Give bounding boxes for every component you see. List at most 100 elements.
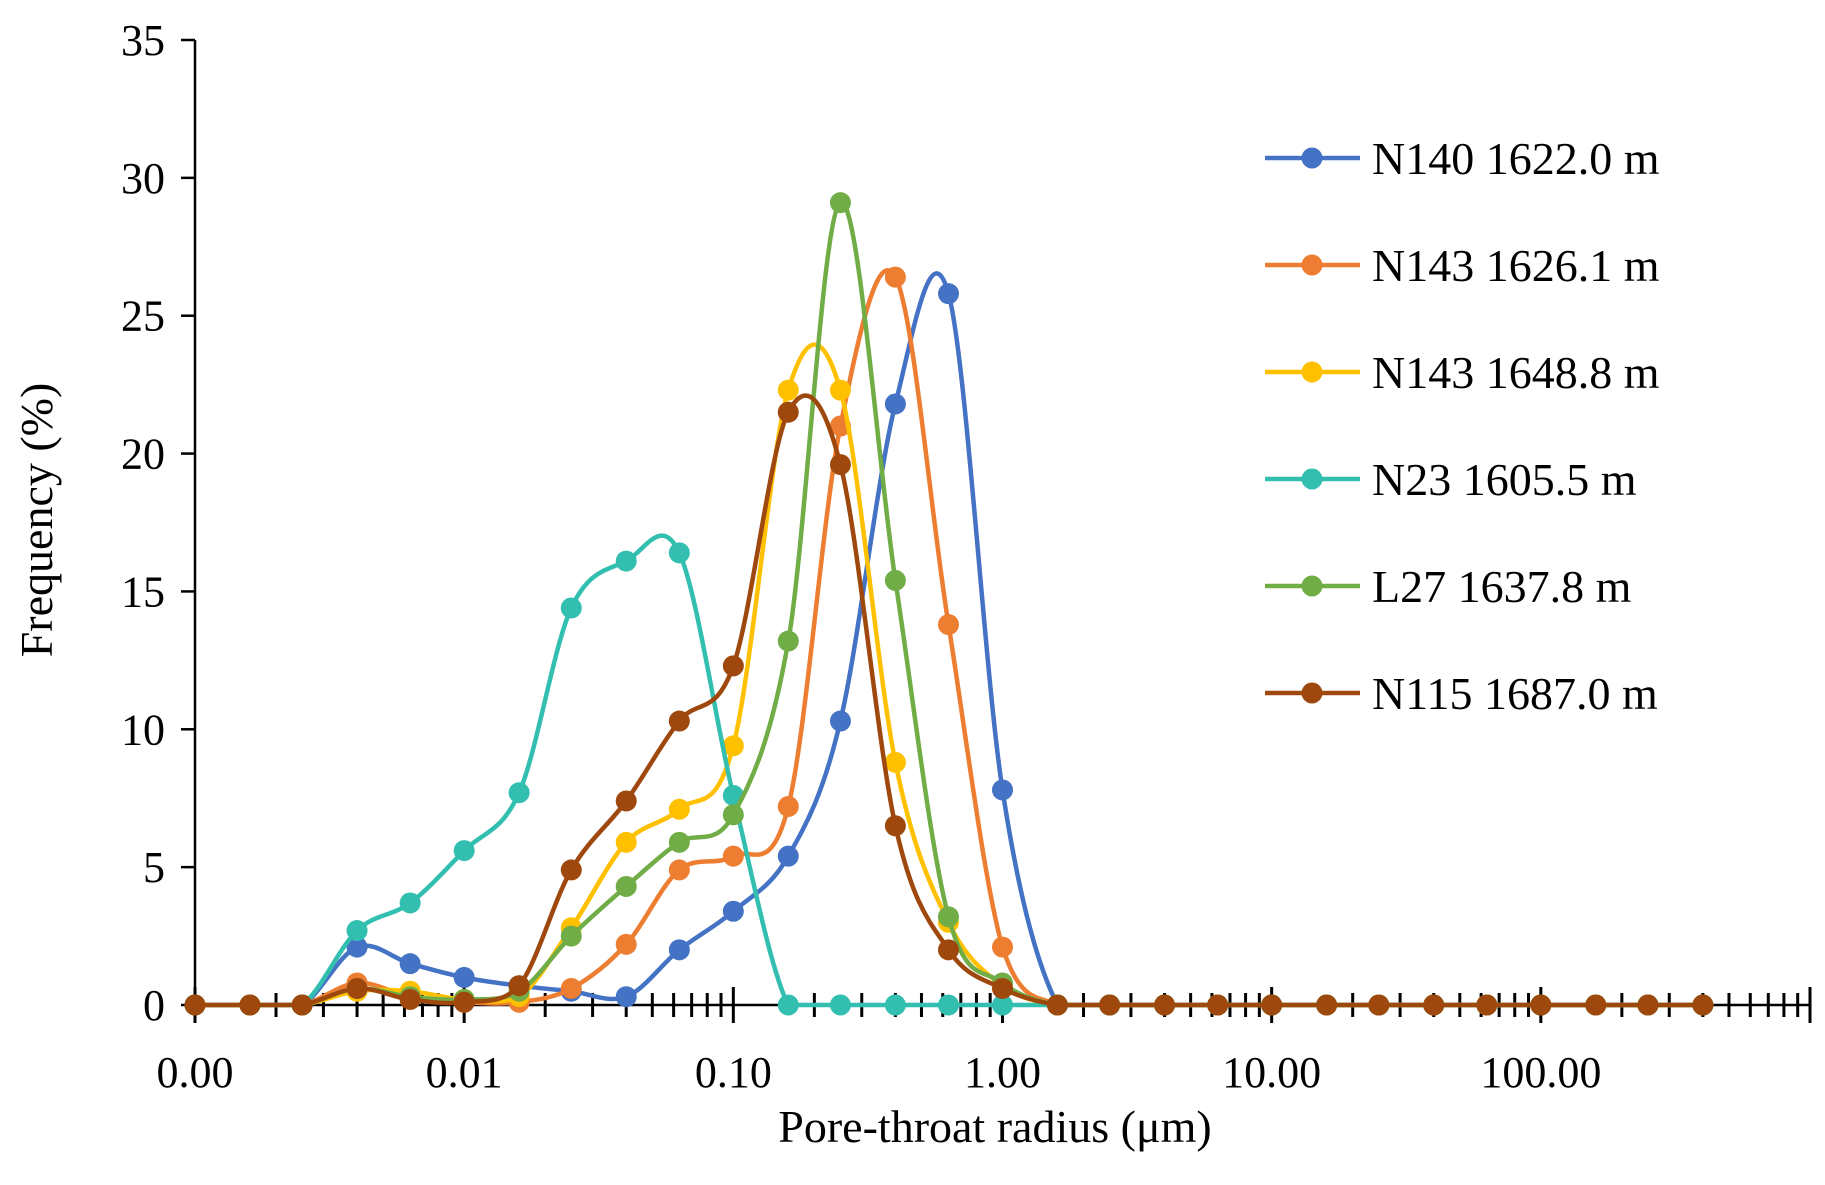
legend-entry-1: N140 1622.0 m (1265, 133, 1660, 184)
data-point (560, 859, 582, 881)
data-point (453, 966, 475, 988)
y-axis-title: Frequency (%) (11, 383, 62, 658)
data-point (829, 192, 851, 214)
data-point (777, 845, 799, 867)
legend-label: N143 1626.1 m (1372, 240, 1660, 291)
data-point (829, 994, 851, 1016)
series-6 (184, 393, 1714, 1016)
data-point (1530, 994, 1552, 1016)
legend-marker (1301, 682, 1323, 704)
data-point (1154, 994, 1176, 1016)
data-point (453, 840, 475, 862)
data-point (992, 977, 1013, 999)
data-point (992, 936, 1013, 958)
data-point (668, 939, 690, 961)
y-tick-label: 35 (121, 16, 165, 65)
data-point (508, 975, 530, 997)
data-point (291, 994, 313, 1016)
data-point (937, 283, 959, 305)
data-point (668, 542, 690, 564)
data-point (560, 597, 582, 619)
y-tick-label: 30 (121, 154, 165, 203)
data-point (453, 991, 475, 1013)
data-point (722, 655, 744, 677)
legend-marker (1301, 468, 1323, 490)
data-point (615, 986, 637, 1008)
legend-label: N23 1605.5 m (1372, 454, 1637, 505)
legend-entry-4: N23 1605.5 m (1265, 454, 1637, 505)
data-point (1261, 994, 1283, 1016)
data-point (1585, 994, 1607, 1016)
data-point (615, 875, 637, 897)
data-point (346, 920, 368, 942)
data-point (615, 933, 637, 955)
data-point (884, 815, 906, 837)
data-point (1637, 994, 1659, 1016)
legend-label: N140 1622.0 m (1372, 133, 1660, 184)
x-tick-label: 0.00 (157, 1048, 234, 1097)
data-point (884, 393, 906, 415)
legend-label: N143 1648.8 m (1372, 347, 1660, 398)
data-point (722, 845, 744, 867)
data-point (239, 994, 261, 1016)
data-point (777, 795, 799, 817)
data-point (560, 977, 582, 999)
data-point (937, 994, 959, 1016)
y-tick-label: 20 (121, 430, 165, 479)
data-point (829, 454, 851, 476)
data-point (1207, 994, 1229, 1016)
data-point (937, 614, 959, 636)
data-point (399, 892, 421, 914)
data-point (777, 401, 799, 423)
data-point (1046, 994, 1068, 1016)
data-point (615, 790, 637, 812)
data-point (668, 831, 690, 853)
data-point (615, 550, 637, 572)
data-point (184, 994, 206, 1016)
data-point (1476, 994, 1498, 1016)
data-point (722, 735, 744, 757)
data-point (1423, 994, 1445, 1016)
data-point (884, 994, 906, 1016)
legend-marker (1301, 361, 1323, 383)
legend-marker (1301, 147, 1323, 169)
legend-entry-6: N115 1687.0 m (1265, 668, 1658, 719)
data-point (884, 266, 906, 288)
data-point (829, 710, 851, 732)
y-tick-label: 25 (121, 292, 165, 341)
legend-marker (1301, 254, 1323, 276)
x-tick-label: 0.01 (426, 1048, 503, 1097)
data-point (937, 939, 959, 961)
x-axis-title: Pore-throat radius (μm) (778, 1101, 1211, 1152)
data-point (829, 379, 851, 401)
series-line (194, 393, 1703, 1008)
data-point (722, 804, 744, 826)
data-point (668, 798, 690, 820)
data-point (992, 779, 1013, 801)
data-point (777, 630, 799, 652)
y-tick-label: 10 (121, 705, 165, 754)
legend-entry-3: N143 1648.8 m (1265, 347, 1660, 398)
legend-label: N115 1687.0 m (1372, 668, 1658, 719)
data-point (722, 900, 744, 922)
data-point (668, 859, 690, 881)
series-group (184, 192, 1714, 1016)
data-point (884, 569, 906, 591)
data-point (560, 925, 582, 947)
data-point (615, 831, 637, 853)
data-point (1316, 994, 1338, 1016)
x-tick-label: 1.00 (964, 1048, 1041, 1097)
data-point (777, 379, 799, 401)
data-point (992, 994, 1013, 1016)
legend-entry-5: L27 1637.8 m (1265, 561, 1632, 612)
data-point (508, 782, 530, 804)
data-point (399, 953, 421, 975)
data-point (668, 710, 690, 732)
legend-label: L27 1637.8 m (1372, 561, 1632, 612)
legend-entry-2: N143 1626.1 m (1265, 240, 1660, 291)
data-point (777, 994, 799, 1016)
legend-marker (1301, 575, 1323, 597)
legend: N140 1622.0 m N143 1626.1 m N143 1648.8 m N… (1265, 133, 1660, 719)
x-tick-label: 100.00 (1480, 1048, 1601, 1097)
